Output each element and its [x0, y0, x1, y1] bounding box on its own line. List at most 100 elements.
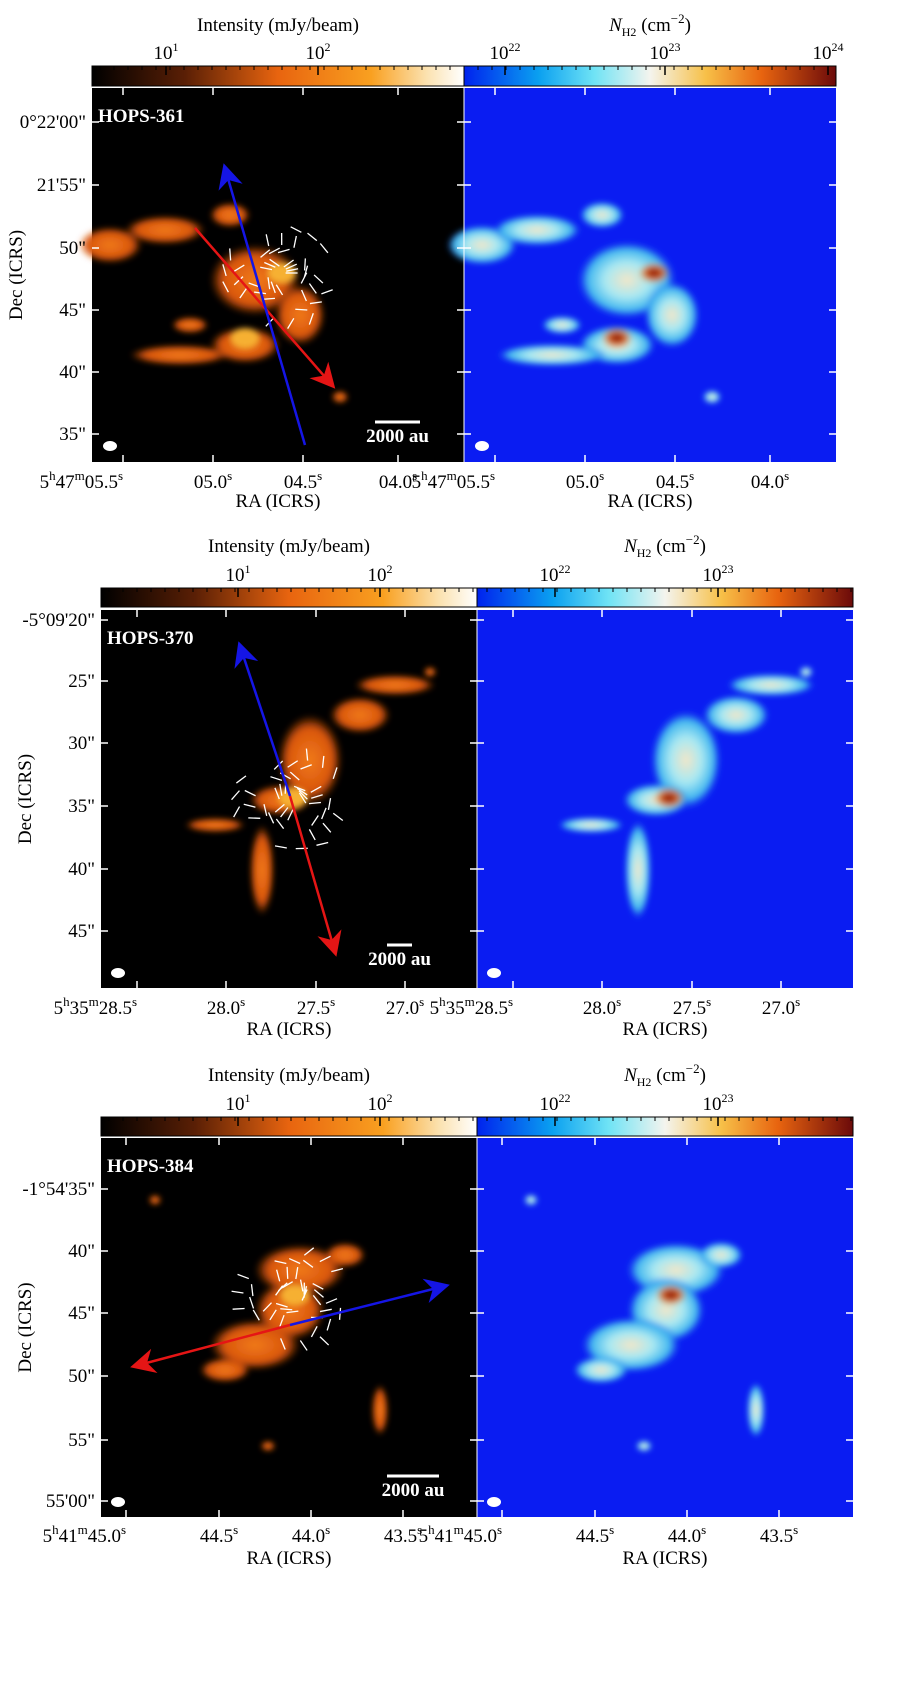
- polarization-vector: [310, 785, 322, 793]
- polarization-vector: [332, 767, 338, 780]
- polarization-vector: [321, 755, 325, 768]
- polarization-vector: [237, 1273, 250, 1280]
- text-part: 28.0: [583, 998, 616, 1019]
- text-part: H2: [637, 1075, 652, 1089]
- text-part: 1: [245, 1091, 251, 1105]
- density-core: [655, 1284, 687, 1306]
- polarization-vector: [232, 1307, 245, 1310]
- polarization-vector: [252, 1309, 260, 1321]
- dec-tick-label: 30": [68, 733, 95, 754]
- emission-blob: [325, 1243, 365, 1267]
- dec-tick-label: 0°22'00": [20, 112, 86, 133]
- polarization-vector: [307, 232, 318, 242]
- polarization-vector: [293, 235, 297, 248]
- polarization-vector: [325, 1298, 338, 1304]
- density-blob: [573, 1356, 629, 1384]
- ra-tick-label: 04.0s: [751, 468, 789, 493]
- density-blob: [542, 316, 582, 334]
- polarization-vector: [267, 812, 275, 824]
- polarization-vector: [269, 1309, 277, 1321]
- text-part: 10: [368, 1094, 387, 1115]
- scale-bar-label: 2000 au: [382, 1480, 445, 1501]
- text-part: 47: [428, 472, 447, 493]
- intensity-colorbar-label: Intensity (mJy/beam): [197, 15, 359, 36]
- text-part: 5: [43, 1526, 53, 1547]
- text-part: (cm: [651, 1065, 686, 1086]
- text-part: H2: [622, 25, 637, 39]
- emission-blob: [250, 825, 274, 915]
- text-part: 27.0: [386, 998, 419, 1019]
- ra-tick-label: 5h47m05.5s: [40, 468, 123, 493]
- emission-blob: [200, 1358, 250, 1382]
- density-blob: [558, 817, 624, 833]
- ra-tick-label: 27.0s: [762, 994, 800, 1019]
- density-blob: [703, 695, 769, 735]
- colorbar-tick-label: 1022: [490, 40, 521, 64]
- text-part: (cm: [651, 536, 686, 557]
- polarization-vector: [312, 1294, 322, 1306]
- blueshifted-outflow: [218, 163, 307, 446]
- text-part: 10: [703, 565, 722, 586]
- polarization-vector: [313, 274, 324, 284]
- polarization-vector: [275, 284, 284, 296]
- colorbar-tick-label: 1023: [650, 40, 681, 64]
- polarization-vector: [309, 301, 322, 305]
- text-part: s: [706, 994, 711, 1009]
- ra-tick-label: 5h35m28.5s: [54, 994, 137, 1019]
- text-part: h: [428, 1522, 435, 1537]
- ra-axis-label: RA (ICRS): [623, 1019, 708, 1040]
- emission-blob: [125, 216, 205, 244]
- emission-blob: [185, 818, 245, 832]
- text-part: 10: [368, 565, 387, 586]
- text-part: s: [227, 468, 232, 483]
- dec-tick-label: 45": [68, 921, 95, 942]
- text-part: s: [132, 994, 137, 1009]
- emission-blob: [149, 1195, 161, 1205]
- polarization-vector: [303, 258, 307, 271]
- polarization-vector: [275, 1302, 288, 1308]
- text-part: 10: [813, 43, 832, 64]
- text-part: s: [419, 994, 424, 1009]
- text-part: 5: [430, 998, 440, 1019]
- emission-blob: [130, 345, 230, 365]
- polarization-vector: [300, 289, 307, 302]
- blueshifted-outflow: [289, 1278, 450, 1327]
- emission-blob: [332, 391, 348, 403]
- polarization-vector: [222, 281, 229, 293]
- dec-tick-label: 40": [68, 1241, 95, 1262]
- text-part: 1: [173, 40, 179, 54]
- density-colorbar: [476, 587, 854, 608]
- polarization-vector: [308, 313, 314, 325]
- text-part: N: [608, 15, 623, 36]
- polarization-vector: [299, 1279, 304, 1292]
- text-part: 45.0: [88, 1526, 121, 1547]
- ra-tick-label: 04.5s: [284, 468, 322, 493]
- intensity-colorbar-label: Intensity (mJy/beam): [208, 536, 370, 557]
- polarization-vector: [308, 283, 317, 294]
- density-colorbar-label: NH2 (cm−2): [623, 532, 706, 560]
- polarization-vector: [311, 815, 319, 826]
- emission-blob: [210, 1320, 300, 1370]
- text-part: 10: [226, 565, 245, 586]
- ra-tick-label: 44.5s: [200, 1522, 238, 1547]
- density-emission: [446, 201, 721, 404]
- polarization-vector: [277, 248, 290, 254]
- text-part: 10: [540, 565, 559, 586]
- polarization-vector: [285, 263, 297, 270]
- dec-tick-label: 40": [59, 362, 86, 383]
- intensity-colorbar: [100, 587, 478, 608]
- colorbar-tick-label: 1022: [540, 1091, 571, 1115]
- text-part: 5: [54, 998, 64, 1019]
- text-part: s: [233, 1522, 238, 1537]
- text-part: 2: [325, 40, 331, 54]
- ra-tick-label: 43.5s: [384, 1522, 422, 1547]
- text-part: s: [508, 994, 513, 1009]
- emission-blob: [355, 675, 435, 695]
- text-part: 44.5: [576, 1526, 609, 1547]
- polarization-vector: [222, 264, 227, 277]
- text-part: 05.0: [566, 472, 599, 493]
- text-part: 43.5: [760, 1526, 793, 1547]
- polarization-vector: [287, 809, 294, 821]
- density-colorbar: [463, 65, 837, 87]
- dec-tick-label: 50": [59, 238, 86, 259]
